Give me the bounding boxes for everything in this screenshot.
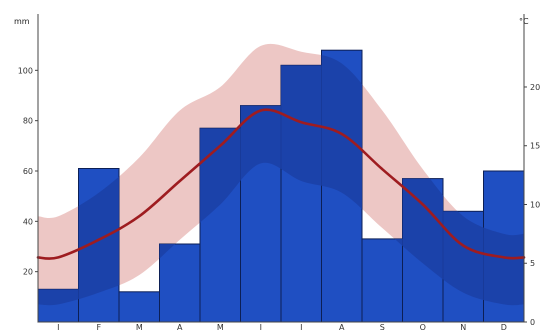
left-tick-label: 20 bbox=[23, 268, 33, 277]
month-tick-label: M bbox=[217, 323, 224, 330]
right-tick-label: 15 bbox=[530, 142, 540, 151]
left-tick-label: 40 bbox=[23, 217, 33, 226]
temperature-line bbox=[36, 108, 526, 260]
left-tick-label: 100 bbox=[18, 66, 33, 75]
month-tick-label: S bbox=[380, 323, 385, 330]
left-tick-label: 80 bbox=[23, 117, 33, 126]
temperature-line-layer bbox=[36, 108, 526, 260]
month-tick-label: N bbox=[460, 323, 466, 330]
month-tick-label: J bbox=[259, 323, 262, 330]
month-tick-label: A bbox=[177, 323, 183, 330]
right-tick-label: 10 bbox=[530, 200, 540, 209]
precipitation-bar bbox=[361, 238, 403, 323]
left-tick-label: 60 bbox=[23, 167, 33, 176]
month-tick-label: J bbox=[56, 323, 59, 330]
precipitation-bar bbox=[159, 243, 201, 323]
month-tick-label: A bbox=[339, 323, 345, 330]
right-tick-label: 20 bbox=[530, 83, 540, 92]
month-tick-label: D bbox=[501, 323, 507, 330]
month-tick-label: M bbox=[136, 323, 143, 330]
axes-layer: 20 40 60 80 100 0 5 10 15 20 J F M A M J J A S O N D bbox=[18, 14, 540, 330]
right-tick-label: 5 bbox=[530, 259, 535, 268]
left-axis-unit: mm bbox=[14, 17, 30, 26]
precipitation-bar bbox=[118, 291, 160, 323]
right-axis-unit: °C bbox=[519, 17, 529, 26]
month-tick-label: F bbox=[96, 323, 101, 330]
month-tick-label: J bbox=[299, 323, 302, 330]
right-tick-label: 0 bbox=[530, 318, 535, 327]
month-tick-label: O bbox=[420, 323, 426, 330]
